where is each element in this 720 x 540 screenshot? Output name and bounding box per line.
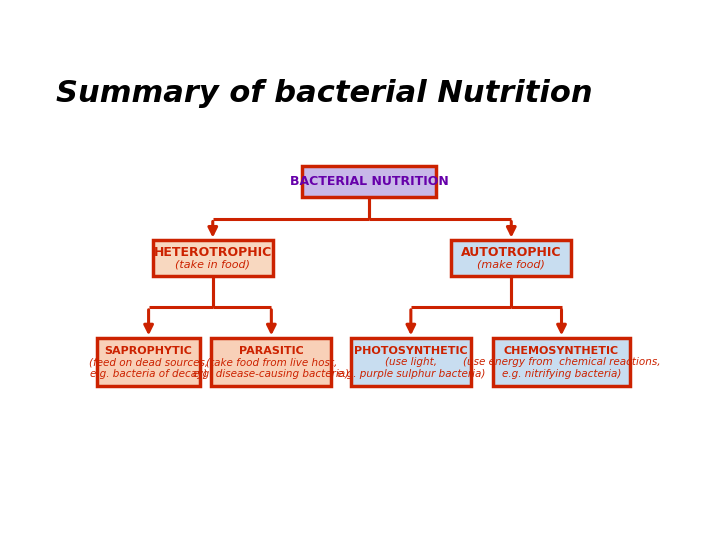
FancyBboxPatch shape (351, 338, 471, 386)
Text: e.g. disease-causing bacteria): e.g. disease-causing bacteria) (193, 369, 349, 379)
Text: (make food): (make food) (477, 259, 545, 269)
FancyBboxPatch shape (153, 240, 273, 276)
Text: AUTOTROPHIC: AUTOTROPHIC (461, 246, 562, 259)
Text: (take in food): (take in food) (175, 259, 251, 269)
Text: (feed on dead sources,: (feed on dead sources, (89, 357, 208, 367)
FancyBboxPatch shape (451, 240, 571, 276)
FancyBboxPatch shape (212, 338, 331, 386)
Text: (take food from live host,: (take food from live host, (206, 357, 337, 367)
Text: BACTERIAL NUTRITION: BACTERIAL NUTRITION (289, 175, 449, 188)
Text: e.g. nitrifying bacteria): e.g. nitrifying bacteria) (502, 369, 621, 379)
Text: (use light,: (use light, (385, 357, 437, 367)
Text: CHEMOSYNTHETIC: CHEMOSYNTHETIC (504, 346, 619, 355)
Text: SAPROPHYTIC: SAPROPHYTIC (104, 346, 192, 355)
Text: PARASITIC: PARASITIC (239, 346, 304, 355)
Text: e.g. bacteria of decay): e.g. bacteria of decay) (90, 369, 207, 379)
FancyBboxPatch shape (493, 338, 630, 386)
FancyBboxPatch shape (97, 338, 200, 386)
Text: Summary of bacterial Nutrition: Summary of bacterial Nutrition (56, 79, 593, 109)
Text: PHOTOSYNTHETIC: PHOTOSYNTHETIC (354, 346, 468, 355)
FancyBboxPatch shape (302, 166, 436, 197)
Text: e.g. purple sulphur bacteria): e.g. purple sulphur bacteria) (337, 369, 485, 379)
Text: HETEROTROPHIC: HETEROTROPHIC (153, 246, 272, 259)
Text: (use energy from  chemical reactions,: (use energy from chemical reactions, (463, 357, 660, 367)
